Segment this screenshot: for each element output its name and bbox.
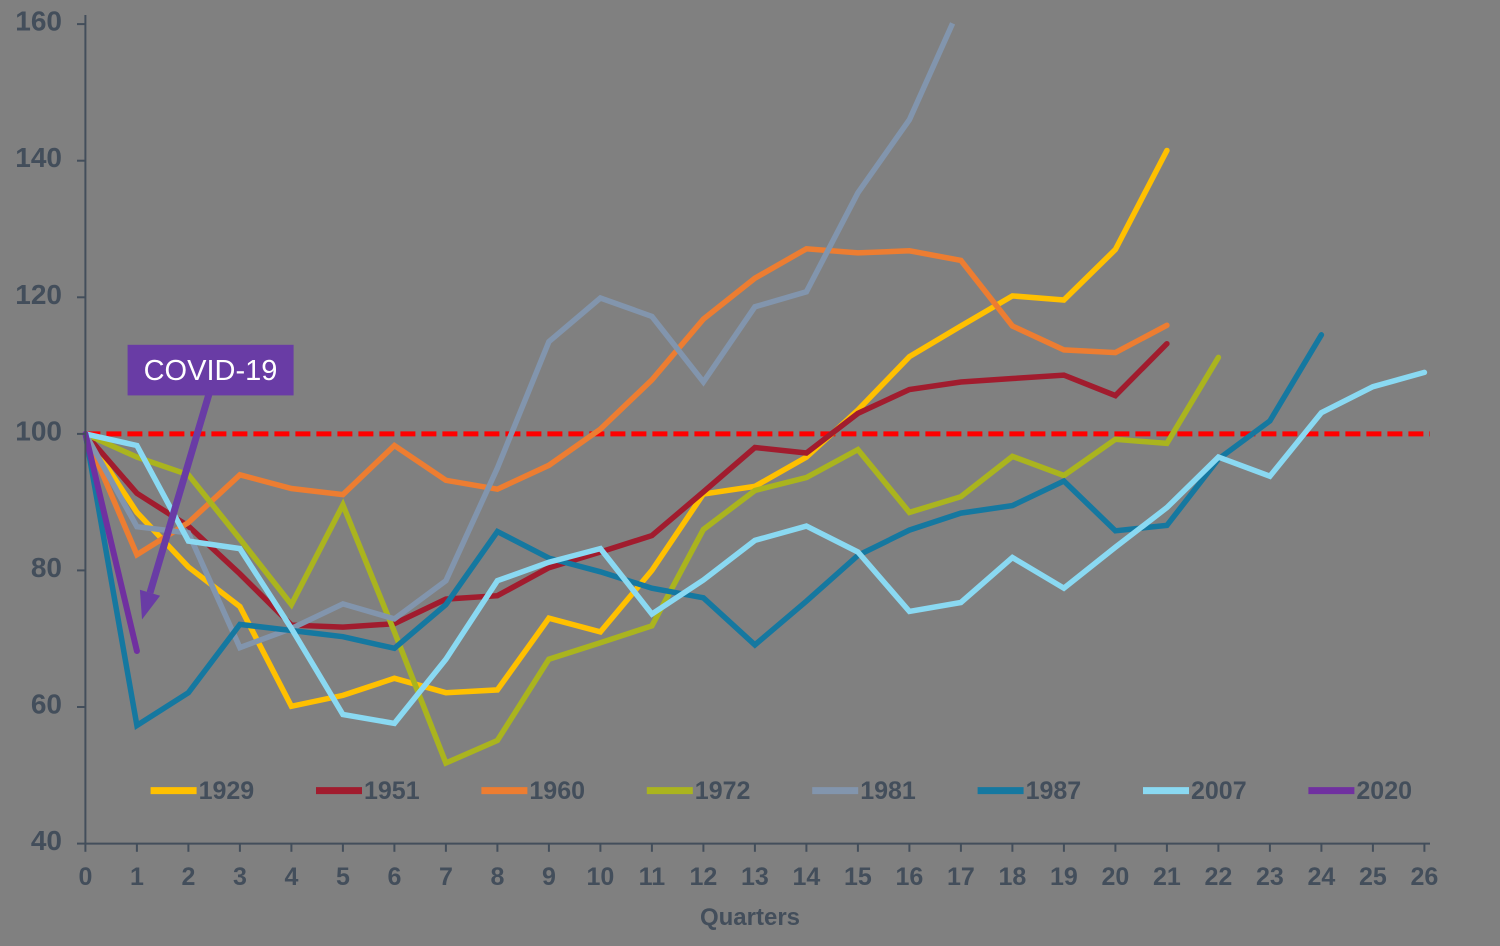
svg-text:2007: 2007 bbox=[1191, 777, 1247, 805]
svg-text:Quarters: Quarters bbox=[700, 904, 800, 931]
svg-text:15: 15 bbox=[844, 863, 872, 891]
svg-text:3: 3 bbox=[233, 863, 247, 891]
svg-text:0: 0 bbox=[78, 863, 92, 891]
svg-text:2: 2 bbox=[181, 863, 195, 891]
svg-text:20: 20 bbox=[1101, 863, 1129, 891]
svg-text:18: 18 bbox=[998, 863, 1026, 891]
svg-text:40: 40 bbox=[31, 825, 62, 856]
svg-text:2020: 2020 bbox=[1356, 777, 1412, 805]
svg-text:1981: 1981 bbox=[860, 777, 916, 805]
svg-text:13: 13 bbox=[741, 863, 769, 891]
svg-text:9: 9 bbox=[542, 863, 556, 891]
svg-text:6: 6 bbox=[387, 863, 401, 891]
svg-text:23: 23 bbox=[1256, 863, 1284, 891]
svg-text:21: 21 bbox=[1153, 863, 1181, 891]
svg-text:10: 10 bbox=[586, 863, 614, 891]
svg-text:11: 11 bbox=[639, 863, 666, 891]
svg-text:1960: 1960 bbox=[529, 777, 585, 805]
svg-text:17: 17 bbox=[947, 863, 975, 891]
svg-text:4: 4 bbox=[284, 863, 298, 891]
svg-text:8: 8 bbox=[490, 863, 504, 891]
svg-text:1951: 1951 bbox=[364, 777, 420, 805]
svg-text:14: 14 bbox=[792, 863, 820, 891]
svg-text:7: 7 bbox=[439, 863, 453, 891]
svg-text:1987: 1987 bbox=[1026, 777, 1082, 805]
svg-text:26: 26 bbox=[1410, 863, 1438, 891]
svg-text:25: 25 bbox=[1359, 863, 1387, 891]
svg-text:60: 60 bbox=[31, 689, 62, 720]
svg-text:120: 120 bbox=[15, 279, 62, 310]
svg-text:12: 12 bbox=[689, 863, 717, 891]
svg-text:19: 19 bbox=[1050, 863, 1078, 891]
svg-text:80: 80 bbox=[31, 552, 62, 583]
svg-text:22: 22 bbox=[1204, 863, 1232, 891]
svg-text:1929: 1929 bbox=[199, 777, 255, 805]
svg-text:24: 24 bbox=[1307, 863, 1335, 891]
svg-text:100: 100 bbox=[15, 415, 62, 446]
svg-text:16: 16 bbox=[895, 863, 923, 891]
svg-text:160: 160 bbox=[15, 6, 62, 37]
svg-text:1: 1 bbox=[130, 863, 144, 891]
svg-text:140: 140 bbox=[15, 142, 62, 173]
svg-text:1972: 1972 bbox=[695, 777, 751, 805]
svg-text:5: 5 bbox=[336, 863, 350, 891]
svg-text:COVID-19: COVID-19 bbox=[144, 355, 278, 387]
